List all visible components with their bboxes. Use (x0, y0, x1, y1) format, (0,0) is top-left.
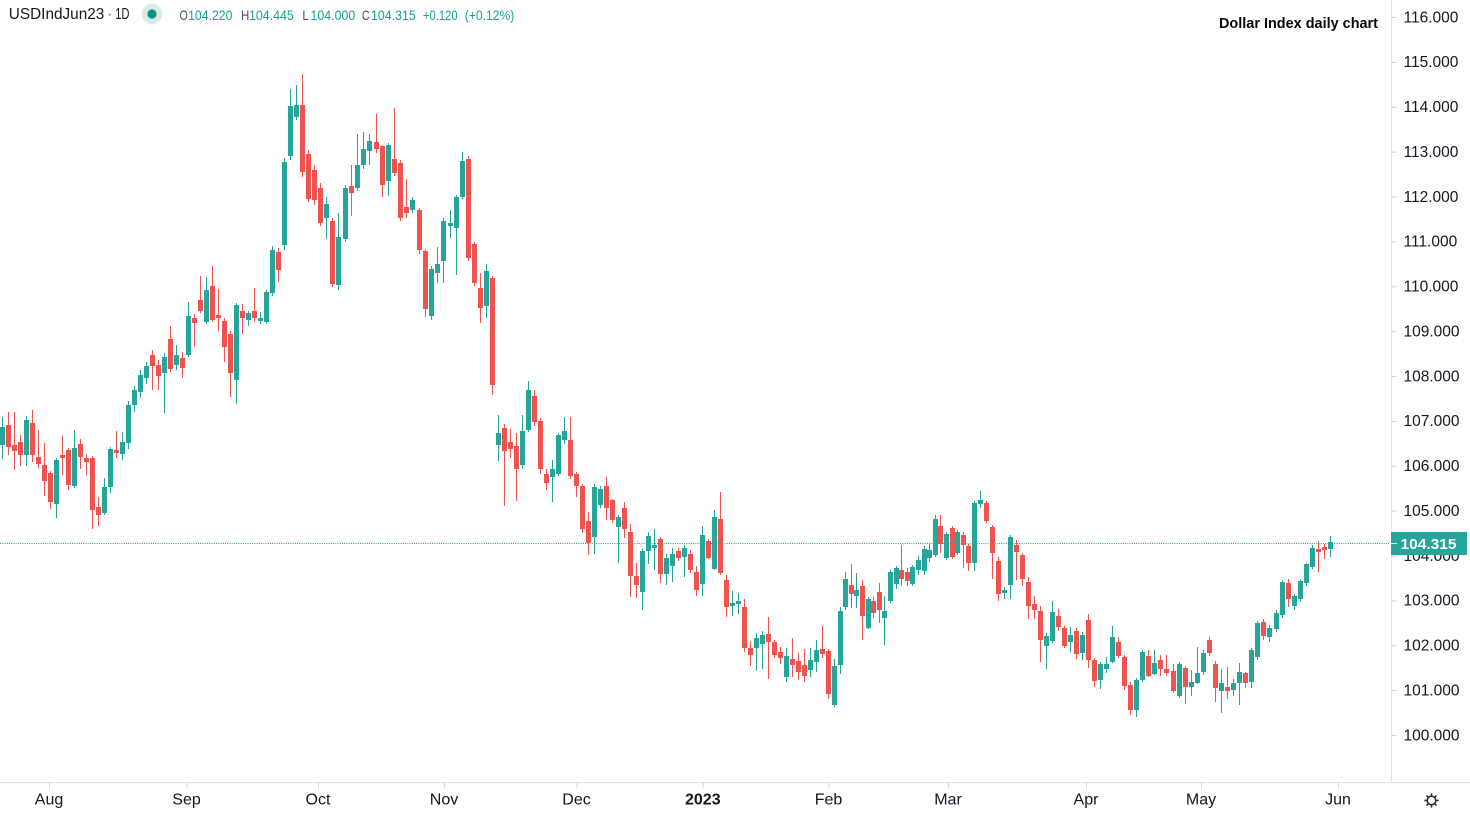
svg-text:108.000: 108.000 (1404, 368, 1460, 385)
svg-text:H: H (241, 7, 249, 23)
svg-text:1D: 1D (115, 6, 129, 23)
svg-text:+0.120: +0.120 (423, 7, 458, 23)
svg-text:Mar: Mar (934, 792, 962, 809)
svg-text:Feb: Feb (815, 792, 843, 809)
svg-text:Dollar Index daily chart: Dollar Index daily chart (1219, 15, 1378, 32)
svg-text:USDIndJun23: USDIndJun23 (9, 6, 105, 23)
svg-text:104.445: 104.445 (249, 7, 294, 23)
svg-text:107.000: 107.000 (1404, 413, 1460, 430)
svg-text:Nov: Nov (430, 792, 458, 809)
svg-text:Apr: Apr (1074, 792, 1100, 809)
svg-text:104.000: 104.000 (311, 7, 356, 23)
svg-text:112.000: 112.000 (1404, 189, 1459, 206)
svg-text:105.000: 105.000 (1404, 503, 1460, 520)
svg-text:116.000: 116.000 (1404, 9, 1459, 26)
svg-text:109.000: 109.000 (1404, 323, 1460, 340)
svg-text:Oct: Oct (306, 792, 331, 809)
svg-text:·: · (107, 6, 112, 23)
svg-text:2023: 2023 (685, 792, 721, 809)
svg-text:100.000: 100.000 (1404, 727, 1460, 744)
svg-text:114.000: 114.000 (1404, 99, 1459, 116)
svg-text:104.220: 104.220 (188, 7, 232, 23)
svg-text:Dec: Dec (562, 792, 590, 809)
svg-text:111.000: 111.000 (1404, 234, 1458, 251)
svg-text:C: C (362, 7, 370, 23)
svg-text:L: L (302, 7, 309, 23)
svg-text:101.000: 101.000 (1404, 682, 1460, 699)
svg-text:115.000: 115.000 (1404, 54, 1459, 71)
svg-text:113.000: 113.000 (1404, 144, 1459, 161)
svg-text:(+0.12%): (+0.12%) (465, 7, 515, 23)
svg-text:May: May (1186, 792, 1216, 809)
svg-text:110.000: 110.000 (1404, 279, 1459, 296)
svg-text:Aug: Aug (35, 792, 63, 809)
svg-text:104.315: 104.315 (1401, 536, 1457, 553)
svg-text:Jun: Jun (1325, 792, 1351, 809)
svg-text:O: O (180, 7, 188, 23)
svg-text:Sep: Sep (172, 792, 201, 809)
svg-text:102.000: 102.000 (1404, 638, 1460, 655)
svg-text:104.315: 104.315 (371, 7, 416, 23)
svg-text:106.000: 106.000 (1404, 458, 1460, 475)
svg-text:103.000: 103.000 (1404, 593, 1460, 610)
